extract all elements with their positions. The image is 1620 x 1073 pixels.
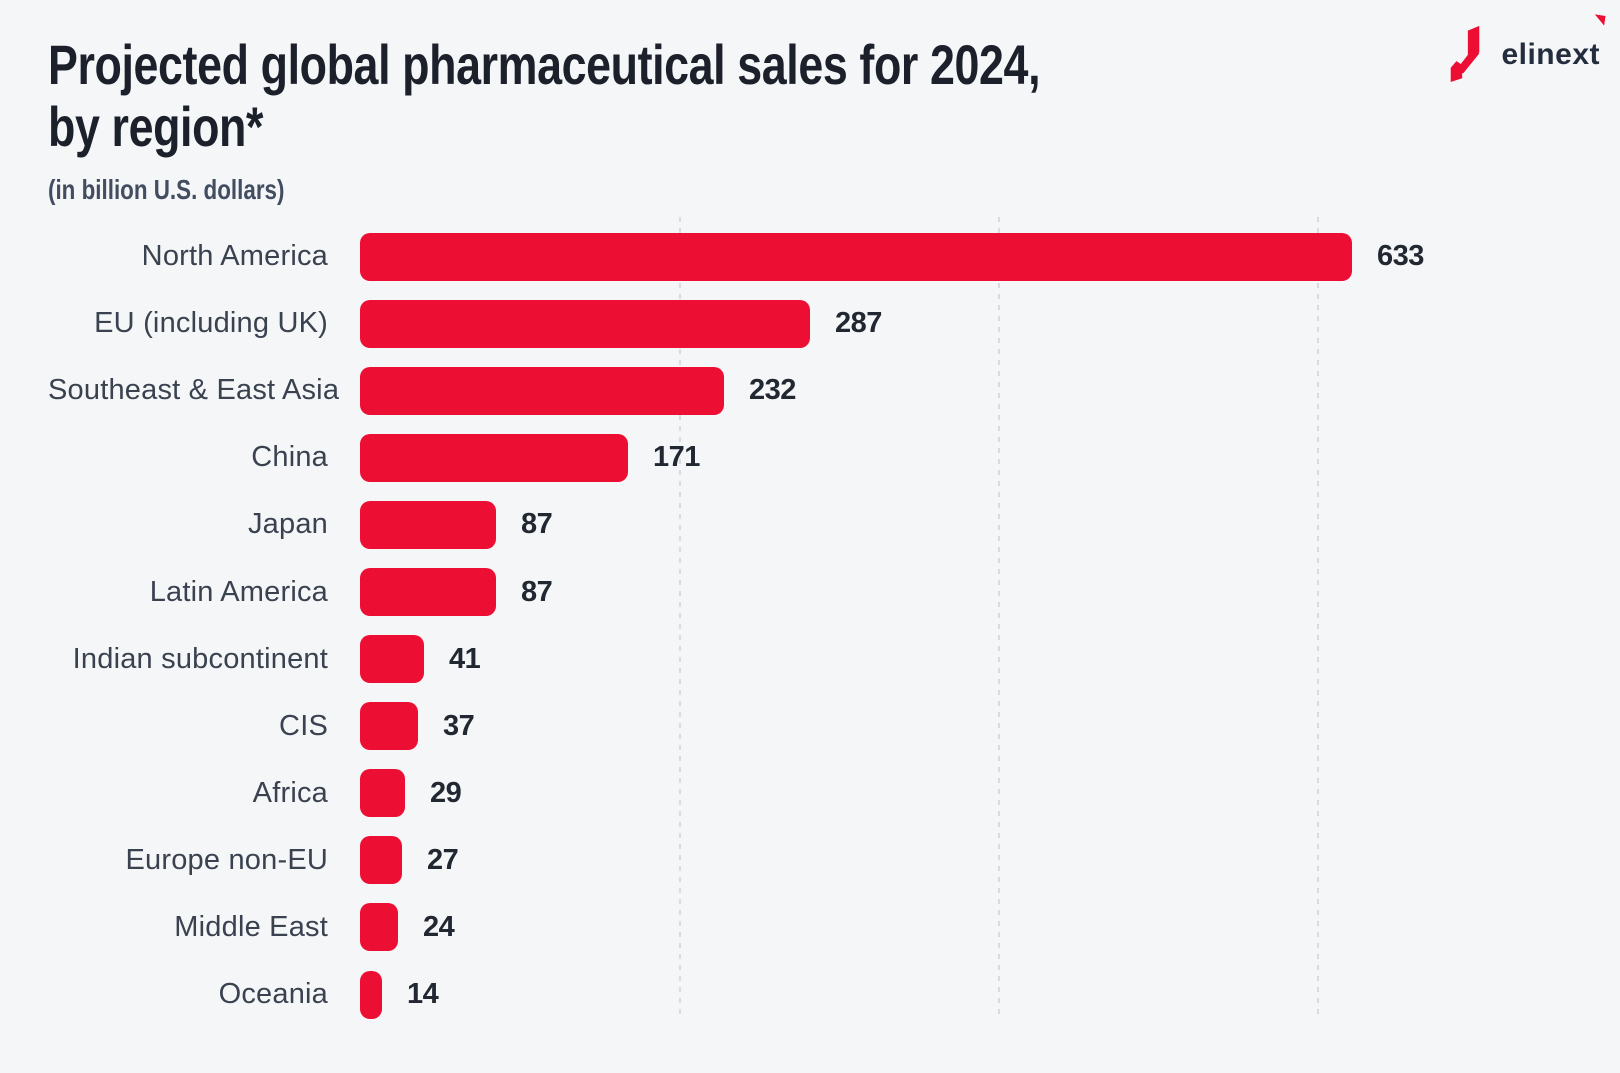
bar-track: 232	[360, 366, 796, 415]
chart-row: Europe non-EU 27	[48, 827, 1620, 894]
category-label: North America	[141, 240, 328, 273]
bar-oceania	[360, 970, 382, 1019]
header: Projected global pharmaceutical sales fo…	[0, 0, 1620, 206]
bar-track: 41	[360, 635, 481, 684]
title-line-2: by region*	[48, 95, 264, 158]
page-title: Projected global pharmaceutical sales fo…	[48, 34, 1620, 158]
elinext-logo-icon	[1451, 25, 1480, 83]
chart-rows: North America 633 EU (including UK) 287 Sout…	[48, 223, 1620, 1028]
bar-track: 27	[360, 836, 459, 885]
chart-row: Middle East 24	[48, 894, 1620, 961]
value-label: 633	[1377, 240, 1424, 273]
bar-north-america	[360, 232, 1352, 281]
units-subtitle: (in billion U.S. dollars)	[48, 174, 285, 205]
bar-middle-east	[360, 903, 398, 952]
bar-japan	[360, 500, 496, 549]
bar-southeast-east-asia	[360, 366, 724, 415]
bar-latin-america	[360, 568, 496, 617]
bar-track: 87	[360, 568, 553, 617]
bar-china	[360, 433, 628, 482]
category-label: CIS	[279, 709, 328, 742]
chart-row: China 171	[48, 424, 1620, 491]
category-label: Oceania	[218, 978, 328, 1011]
bar-africa	[360, 769, 405, 818]
value-label: 171	[653, 441, 700, 474]
chart-row: CIS 37	[48, 693, 1620, 760]
value-label: 27	[427, 843, 459, 876]
chart-row: Japan 87	[48, 491, 1620, 558]
bar-track: 633	[360, 232, 1424, 281]
value-label: 29	[430, 776, 462, 809]
value-label: 14	[407, 978, 439, 1011]
value-label: 287	[835, 307, 882, 340]
bar-track: 37	[360, 702, 475, 751]
category-label: Japan	[247, 508, 328, 541]
chart-row: Southeast & East Asia 232	[48, 357, 1620, 424]
bar-europe-non-eu	[360, 836, 402, 885]
chart-row: North America 633	[48, 223, 1620, 290]
bar-eu-including-uk	[360, 299, 810, 348]
category-label: Europe non-EU	[125, 843, 328, 876]
gridline	[998, 217, 1000, 1017]
gridline	[1317, 217, 1319, 1017]
elinext-logo: elinext	[1444, 24, 1600, 83]
bar-indian-subcontinent	[360, 635, 424, 684]
chart-row: Africa 29	[48, 760, 1620, 827]
chart-row: Latin America 87	[48, 558, 1620, 625]
category-label: Southeast & East Asia	[48, 374, 340, 407]
category-label: Middle East	[174, 910, 328, 943]
bar-chart: North America 633 EU (including UK) 287 Sout…	[48, 217, 1620, 1043]
gridline	[679, 217, 681, 1017]
value-label: 24	[423, 910, 455, 943]
bar-track: 24	[360, 903, 455, 952]
value-label: 232	[749, 374, 796, 407]
bar-track: 287	[360, 299, 882, 348]
elinext-logo-text: elinext	[1501, 38, 1600, 71]
value-label: 87	[521, 508, 553, 541]
category-label: Africa	[252, 776, 328, 809]
category-label: China	[251, 441, 328, 474]
value-label: 87	[521, 575, 553, 608]
value-label: 37	[443, 709, 475, 742]
bar-track: 171	[360, 433, 700, 482]
bar-cis	[360, 702, 418, 751]
chart-row: Indian subcontinent 41	[48, 626, 1620, 693]
category-label: Latin America	[149, 575, 328, 608]
title-line-1: Projected global pharmaceutical sales fo…	[48, 33, 1041, 96]
chart-row: EU (including UK) 287	[48, 290, 1620, 357]
bar-track: 87	[360, 500, 553, 549]
chart-row: Oceania 14	[48, 961, 1620, 1028]
category-label: EU (including UK)	[94, 307, 328, 340]
bar-track: 29	[360, 769, 462, 818]
bar-track: 14	[360, 970, 439, 1019]
value-label: 41	[449, 642, 481, 675]
category-label: Indian subcontinent	[72, 642, 328, 675]
